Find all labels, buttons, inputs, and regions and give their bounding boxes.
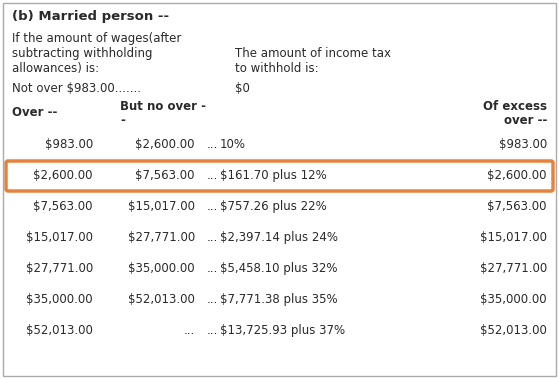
Text: $2,397.14 plus 24%: $2,397.14 plus 24% [220, 231, 338, 244]
Text: ...: ... [207, 293, 218, 306]
Text: subtracting withholding: subtracting withholding [12, 47, 153, 60]
Text: $7,563.00: $7,563.00 [135, 169, 195, 182]
Text: $15,017.00: $15,017.00 [480, 231, 547, 244]
Text: $161.70 plus 12%: $161.70 plus 12% [220, 169, 327, 182]
Text: $983.00: $983.00 [45, 138, 93, 151]
Text: $2,600.00: $2,600.00 [34, 169, 93, 182]
Text: $52,013.00: $52,013.00 [128, 293, 195, 306]
Text: $2,600.00: $2,600.00 [487, 169, 547, 182]
Text: allowances) is:: allowances) is: [12, 62, 99, 75]
Text: $2,600.00: $2,600.00 [135, 138, 195, 151]
Text: Not over $983.00.......: Not over $983.00....... [12, 82, 141, 95]
Text: over --: over -- [504, 114, 547, 127]
Text: $0: $0 [235, 82, 250, 95]
Text: $35,000.00: $35,000.00 [480, 293, 547, 306]
Text: $27,771.00: $27,771.00 [480, 262, 547, 275]
Text: $52,013.00: $52,013.00 [480, 324, 547, 337]
Text: (b) Married person --: (b) Married person -- [12, 10, 169, 23]
Text: $52,013.00: $52,013.00 [26, 324, 93, 337]
Text: ...: ... [184, 324, 195, 337]
Text: 10%: 10% [220, 138, 246, 151]
Text: $15,017.00: $15,017.00 [128, 200, 195, 213]
Text: $5,458.10 plus 32%: $5,458.10 plus 32% [220, 262, 338, 275]
Text: Of excess: Of excess [483, 100, 547, 113]
Text: $757.26 plus 22%: $757.26 plus 22% [220, 200, 327, 213]
Text: $35,000.00: $35,000.00 [26, 293, 93, 306]
Text: ...: ... [207, 138, 218, 151]
Text: The amount of income tax: The amount of income tax [235, 47, 391, 60]
Text: $27,771.00: $27,771.00 [128, 231, 195, 244]
Text: $27,771.00: $27,771.00 [26, 262, 93, 275]
Text: ...: ... [207, 324, 218, 337]
Text: ...: ... [207, 231, 218, 244]
Text: $7,563.00: $7,563.00 [34, 200, 93, 213]
Text: to withhold is:: to withhold is: [235, 62, 319, 75]
Text: Over --: Over -- [12, 106, 58, 119]
Text: $15,017.00: $15,017.00 [26, 231, 93, 244]
Text: -: - [120, 114, 125, 127]
Text: $983.00: $983.00 [499, 138, 547, 151]
Text: ...: ... [207, 200, 218, 213]
Text: $13,725.93 plus 37%: $13,725.93 plus 37% [220, 324, 345, 337]
Text: But no over -: But no over - [120, 100, 206, 113]
Text: $7,563.00: $7,563.00 [487, 200, 547, 213]
Text: ...: ... [207, 262, 218, 275]
Text: If the amount of wages(after: If the amount of wages(after [12, 32, 181, 45]
Text: ...: ... [207, 169, 218, 182]
Text: $7,771.38 plus 35%: $7,771.38 plus 35% [220, 293, 338, 306]
Text: $35,000.00: $35,000.00 [129, 262, 195, 275]
